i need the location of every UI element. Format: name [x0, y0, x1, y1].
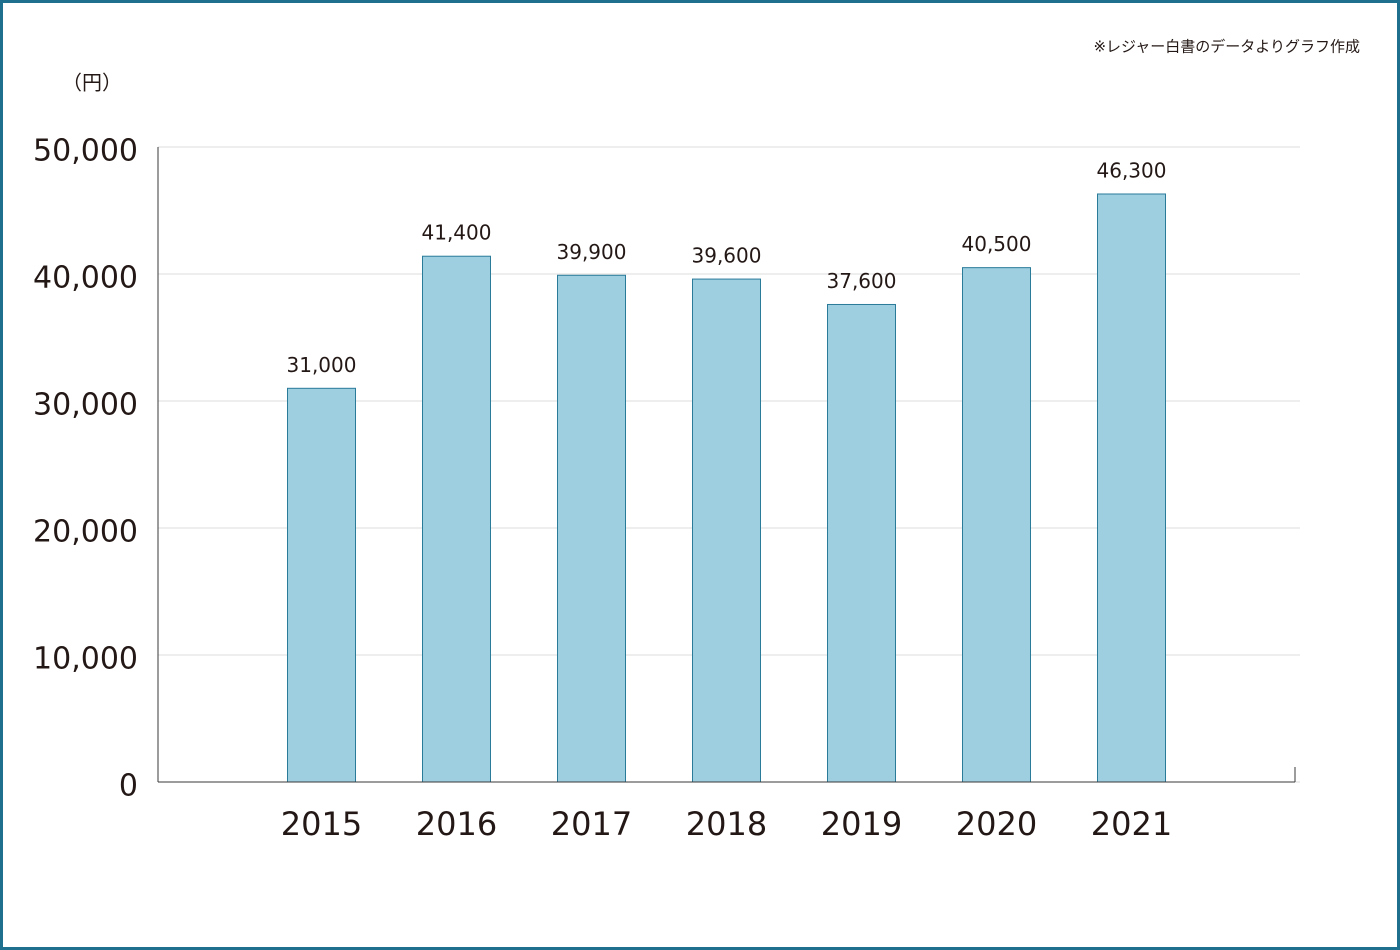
- data-label: 39,900: [557, 240, 627, 264]
- y-tick-label: 30,000: [33, 388, 138, 423]
- x-tick-label: 2020: [956, 805, 1037, 843]
- x-tick-label: 2021: [1091, 805, 1172, 843]
- y-tick-label: 20,000: [33, 515, 138, 550]
- bar: [287, 387, 356, 783]
- data-label: 40,500: [962, 232, 1032, 256]
- y-tick-label: 10,000: [33, 642, 138, 677]
- bar: [692, 278, 761, 783]
- data-label: 37,600: [827, 269, 897, 293]
- data-label: 46,300: [1097, 158, 1167, 182]
- bar: [422, 255, 491, 783]
- y-tick-label: 40,000: [33, 261, 138, 296]
- bar: [557, 274, 626, 783]
- bar: [1097, 193, 1166, 783]
- bar: [962, 267, 1031, 783]
- x-tick-label: 2016: [416, 805, 497, 843]
- y-axis-label: （円）: [62, 71, 122, 95]
- data-label: 31,000: [287, 353, 357, 377]
- x-tick-label: 2017: [551, 805, 632, 843]
- x-tick-label: 2019: [821, 805, 902, 843]
- y-tick-label: 0: [119, 769, 138, 804]
- source-note: ※レジャー白書のデータよりグラフ作成: [1093, 38, 1360, 56]
- x-tick-label: 2018: [686, 805, 767, 843]
- data-label: 41,400: [422, 221, 492, 245]
- plot-area: 0 10,000 20,000 30,000 40,000 50,000 2015 31,00…: [33, 134, 1300, 843]
- x-tick-label: 2015: [281, 805, 362, 843]
- y-tick-label: 50,000: [33, 134, 138, 169]
- data-label: 39,600: [692, 244, 762, 268]
- bar: [827, 303, 896, 783]
